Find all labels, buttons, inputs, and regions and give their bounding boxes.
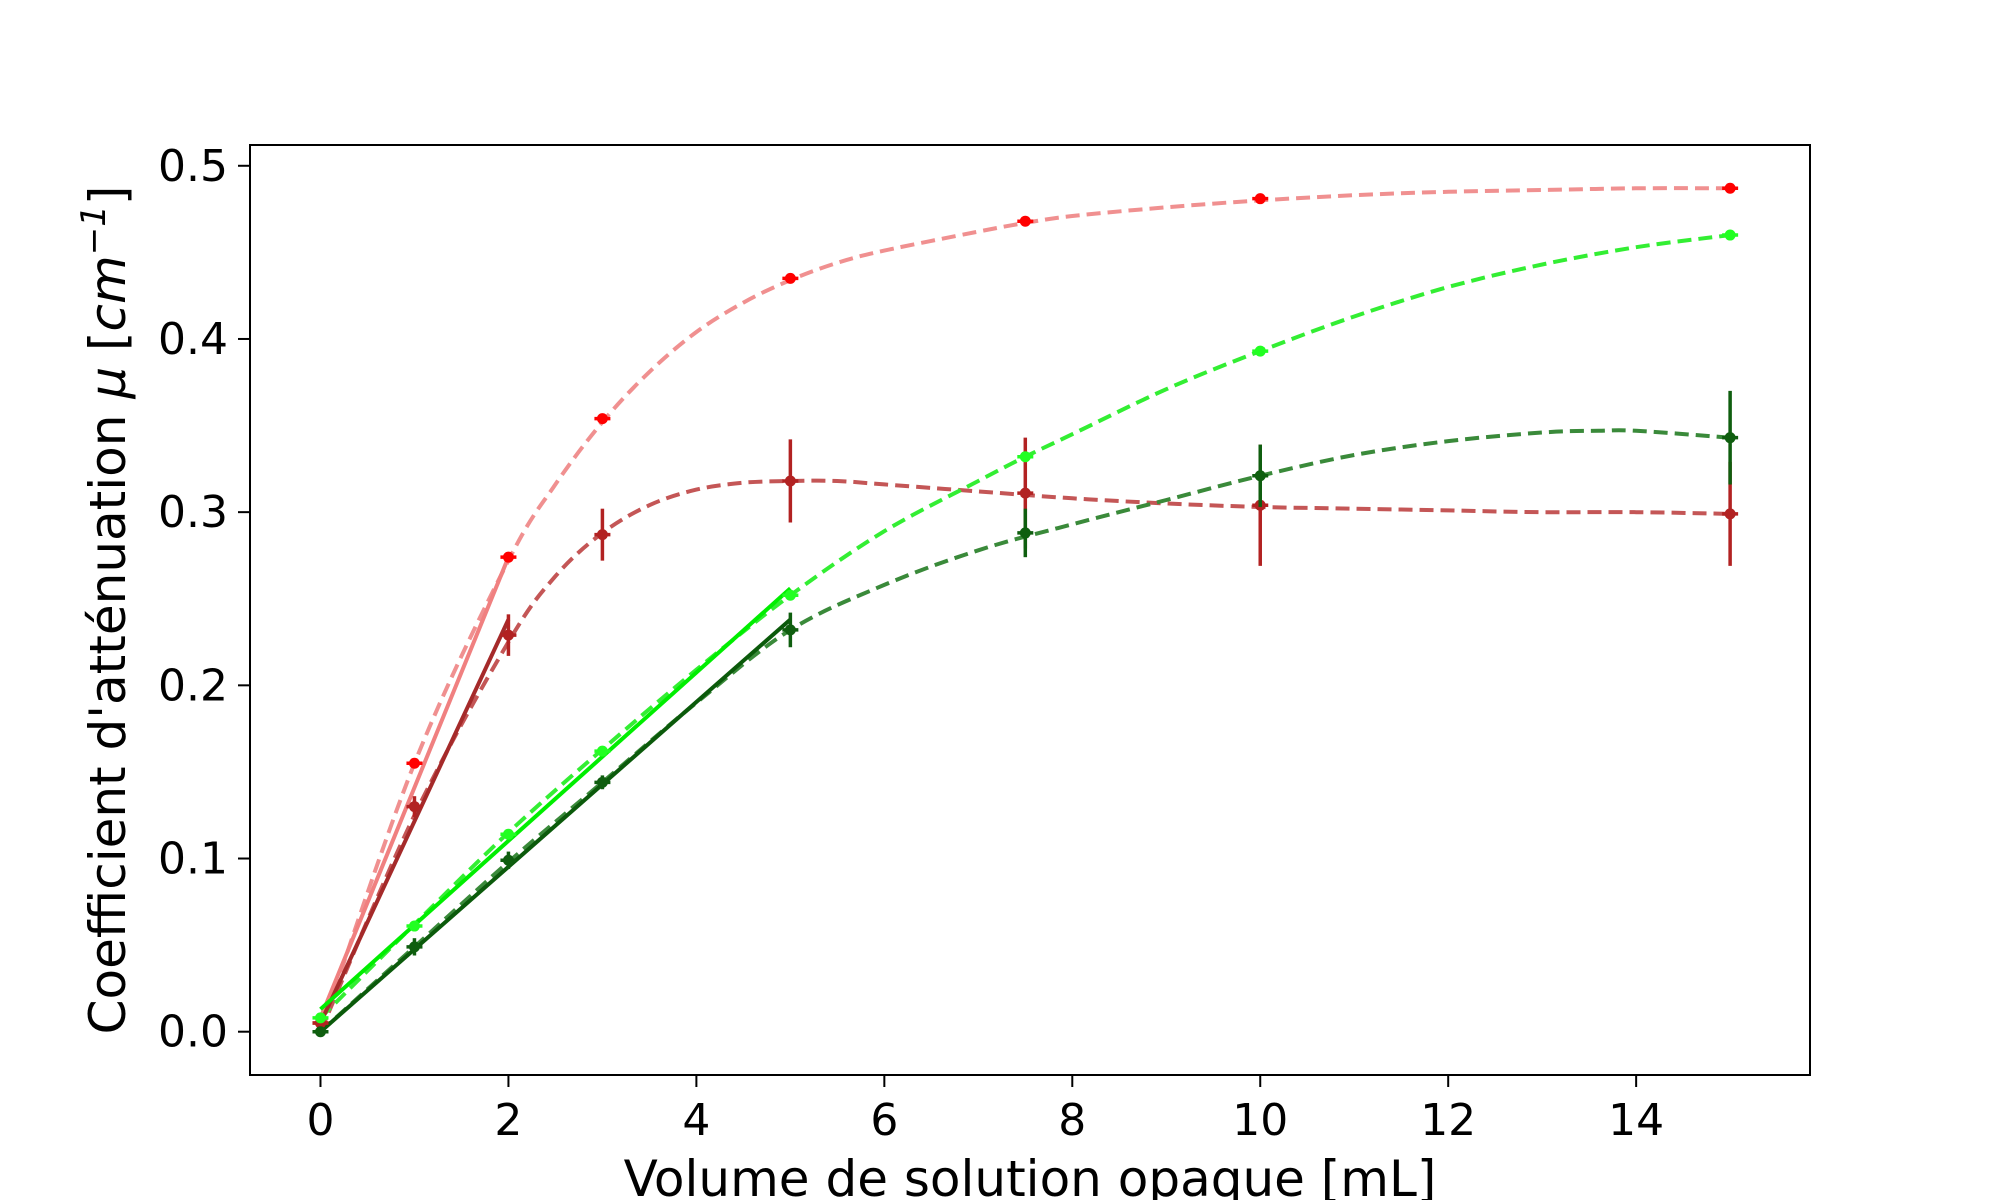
series-1-point (1019, 487, 1031, 499)
y-tick-label: 0.1 (158, 834, 228, 885)
series-3-linear-fit (319, 618, 792, 1034)
series-0-point (408, 757, 420, 769)
series-3-point (502, 854, 514, 866)
series-1-point (1724, 508, 1736, 520)
series-2-point (1724, 229, 1736, 241)
plot-frame (249, 144, 1811, 1076)
series-0-point (502, 551, 514, 563)
y-tick-label: 0.0 (158, 1007, 228, 1058)
x-tick-label: 14 (1608, 1095, 1664, 1146)
series-0-dashed-curve (318, 186, 1731, 1033)
series-0-point (1019, 215, 1031, 227)
series-3-dashed-curve (319, 428, 1731, 1034)
series-3-point (1254, 470, 1266, 482)
x-tick-label: 12 (1420, 1095, 1476, 1146)
y-tick-label: 0.5 (158, 141, 228, 192)
series-0-point (784, 272, 796, 284)
series-3-point (1019, 527, 1031, 539)
series-2-point (502, 828, 514, 840)
plot-content (312, 182, 1739, 1038)
x-tick-label: 4 (682, 1095, 710, 1146)
series-2-point (314, 1012, 326, 1024)
x-tick-label: 8 (1058, 1095, 1086, 1146)
series-2-point (1019, 451, 1031, 463)
x-tick-label: 10 (1232, 1095, 1288, 1146)
series-1-point (784, 475, 796, 487)
y-tick-label: 0.2 (158, 660, 228, 711)
series-1-linear-fit (318, 618, 511, 1024)
series-0-point (596, 413, 608, 425)
series-0-linear-fit (318, 556, 511, 1019)
series-2-point (1254, 345, 1266, 357)
series-1-dashed-curve (318, 478, 1731, 1033)
x-tick-label: 0 (306, 1095, 334, 1146)
x-axis-label: Volume de solution opaque [mL] (624, 1150, 1437, 1200)
y-axis-label: Coefficient d'atténuation μ [cm−1] (74, 186, 137, 1035)
series-3-point (596, 776, 608, 788)
x-axis: 0 2 4 6 8 10 12 14 (306, 1075, 1664, 1146)
series-2-point (784, 589, 796, 601)
series-2-point (408, 920, 420, 932)
x-tick-label: 2 (494, 1095, 522, 1146)
series-0-point (1254, 193, 1266, 205)
y-tick-label: 0.3 (158, 487, 228, 538)
y-axis: 0.0 0.1 0.2 0.3 0.4 0.5 (158, 141, 250, 1058)
series-2-dashed-curve (319, 233, 1731, 1020)
series-0-point (1724, 182, 1736, 194)
series-1-point (596, 529, 608, 541)
y-tick-label: 0.4 (158, 314, 228, 365)
series-3-point (784, 624, 796, 636)
x-tick-label: 6 (870, 1095, 898, 1146)
series-3-point (314, 1026, 326, 1038)
series-1-point (502, 629, 514, 641)
series-3-point (408, 941, 420, 953)
series-2-point (596, 745, 608, 757)
series-2-linear-fit (319, 586, 792, 1011)
series-1-point (408, 801, 420, 813)
series-3-point (1724, 432, 1736, 444)
